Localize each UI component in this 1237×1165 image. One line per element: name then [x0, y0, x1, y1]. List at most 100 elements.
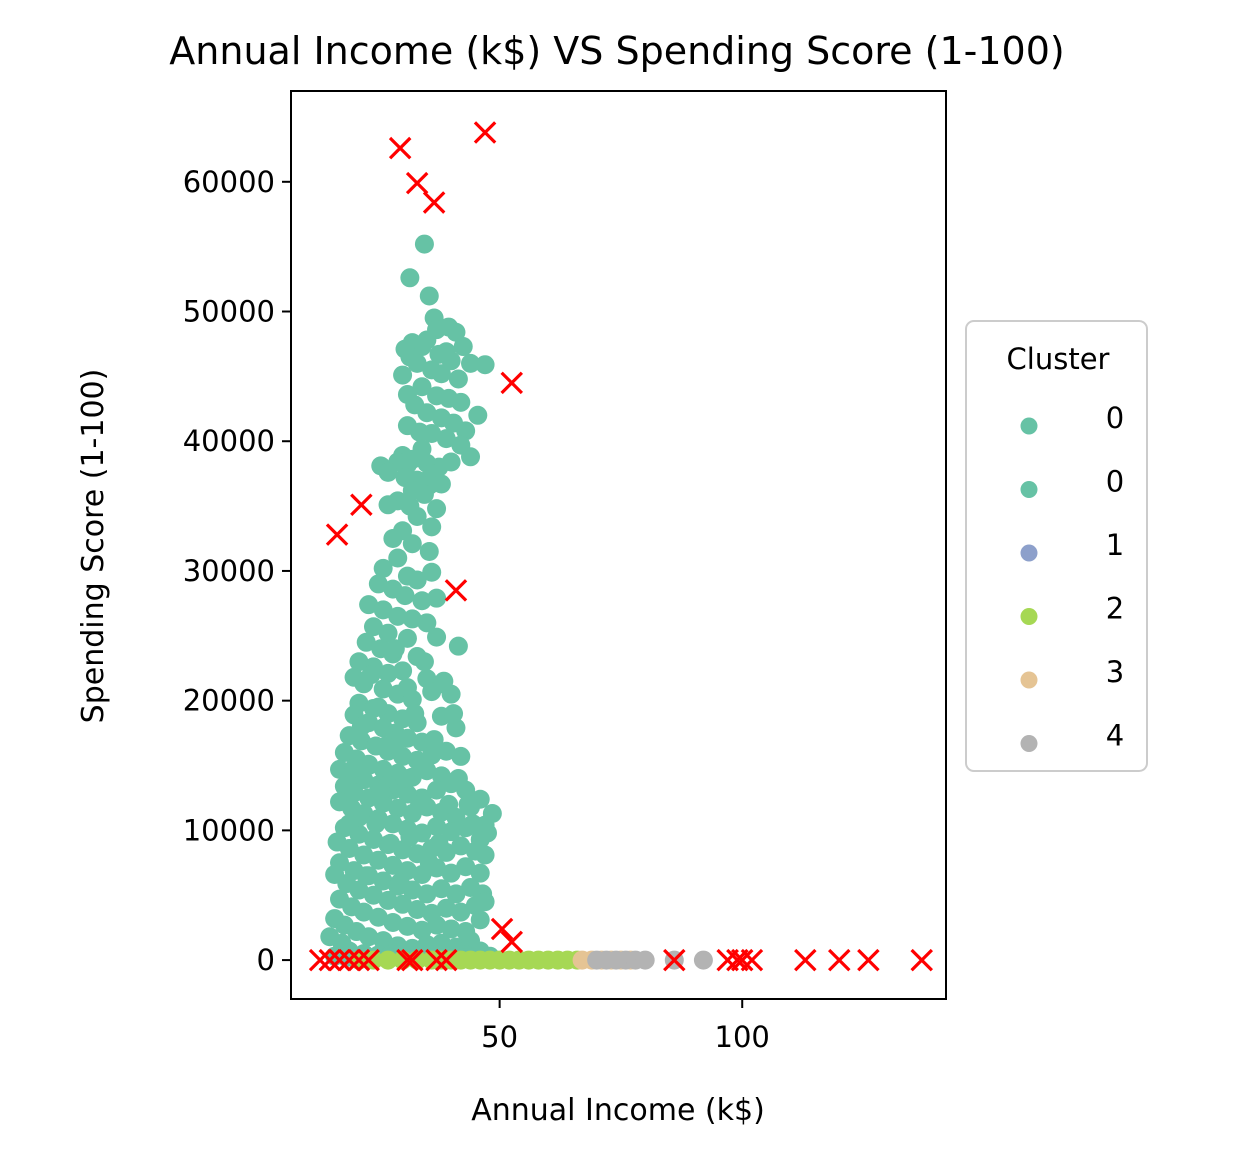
cluster-0-point: [417, 613, 437, 633]
cluster-0-point: [390, 872, 410, 892]
cluster-0-point: [422, 517, 442, 537]
cluster-0-point: [407, 570, 427, 590]
cluster-0-point: [448, 768, 468, 788]
cluster-0-point: [446, 322, 466, 342]
cluster-0-point: [478, 823, 497, 843]
cluster-0-point: [436, 741, 456, 761]
cluster-0-point: [383, 814, 403, 834]
cluster-0-point: [378, 462, 398, 482]
legend-item: 0: [1020, 465, 1124, 499]
cluster-0-point: [456, 421, 476, 441]
cluster-0-point: [451, 836, 471, 856]
cluster-0-point: [380, 833, 400, 853]
cluster-0-point: [446, 884, 466, 904]
cluster-0-point: [395, 586, 415, 606]
cluster-0-point: [412, 920, 432, 940]
cluster-0-point: [407, 353, 427, 373]
cluster-0-point: [393, 894, 413, 914]
outlier-point: [337, 948, 361, 972]
legend-label: 4: [1106, 719, 1124, 753]
cluster-0-point: [368, 697, 388, 717]
cluster-0-point: [359, 756, 379, 776]
cluster-0-point: [414, 652, 434, 672]
outlier-point: [325, 523, 349, 546]
cluster-0-point: [439, 794, 459, 814]
outlier-point: [726, 948, 749, 972]
cluster-0-point: [356, 632, 376, 652]
cluster-0-point: [414, 234, 434, 254]
y-tick-label: 40000: [183, 424, 275, 458]
cluster-0-point: [412, 591, 432, 611]
outlier-point: [396, 948, 419, 972]
cluster-0-point: [373, 871, 393, 891]
series-outliers-4: [308, 121, 934, 972]
x-axis-label: Annual Income (k$): [471, 1093, 765, 1128]
cluster-0-point: [417, 884, 437, 904]
cluster-0-point: [468, 405, 488, 425]
cluster-0-point: [441, 452, 461, 472]
outlier-point: [910, 948, 934, 972]
outlier-point: [740, 948, 764, 972]
cluster-0-point: [414, 484, 434, 504]
cluster-0-point: [349, 652, 369, 672]
y-tick-label: 10000: [183, 813, 275, 847]
cluster-0-point: [349, 880, 369, 900]
outlier-point: [401, 948, 424, 972]
cluster-4-point: [693, 950, 713, 970]
cluster-0-point: [417, 761, 437, 781]
cluster-0-point: [427, 816, 447, 836]
cluster-0-point: [461, 353, 481, 373]
legend-marker: [1020, 417, 1038, 435]
y-axis-label: Spending Score (1-100): [76, 369, 111, 724]
cluster-0-point: [363, 885, 383, 905]
cluster-0-point: [378, 495, 398, 515]
outlier-point: [350, 493, 373, 517]
cluster-0-point: [419, 853, 439, 873]
axes: 0 10000 20000 30000 40000 50000 60000 50 100: [183, 90, 947, 1054]
cluster-0-point: [388, 798, 408, 818]
y-tick-label: 60000: [183, 165, 275, 199]
cluster-0-point: [405, 704, 425, 724]
cluster-0-point: [376, 736, 396, 756]
outlier-point: [500, 371, 524, 395]
legend-marker: [1020, 735, 1038, 752]
cluster-0-point: [339, 839, 359, 859]
cluster-0-point: [448, 369, 468, 389]
cluster-0-point: [373, 931, 393, 951]
cluster-0-point: [451, 902, 471, 922]
cluster-0-point: [410, 794, 430, 814]
cluster-0-point: [383, 912, 403, 932]
cluster-0-point: [378, 890, 398, 910]
cluster-0-point: [475, 355, 495, 375]
legend-marker: [1020, 544, 1038, 562]
cluster-0-point: [373, 600, 393, 620]
cluster-0-point: [383, 529, 403, 549]
cluster-2-point: [378, 950, 398, 970]
outlier-point: [827, 948, 851, 972]
cluster-0-point: [383, 855, 403, 875]
outlier-point: [357, 948, 380, 972]
cluster-0-point: [393, 365, 413, 385]
legend-item: 3: [1020, 655, 1124, 689]
cluster-0-point: [436, 898, 456, 918]
cluster-0-point: [427, 499, 447, 519]
cluster-0-point: [373, 558, 393, 578]
cluster-0-point: [419, 541, 439, 561]
cluster-2-point: [363, 950, 383, 970]
y-tick-label: 0: [257, 943, 275, 977]
cluster-0-point: [431, 364, 451, 384]
cluster-0-point: [385, 639, 405, 659]
y-tick-label: 20000: [183, 684, 275, 718]
legend-marker: [1020, 608, 1038, 625]
cluster-0-point: [470, 910, 490, 930]
cluster-0-point: [441, 863, 461, 883]
cluster-0-point: [451, 392, 471, 412]
cluster-0-point: [397, 916, 417, 936]
outlier-point: [328, 948, 351, 972]
cluster-0-point: [397, 678, 417, 698]
legend-box: [965, 320, 1148, 772]
y-tick-label: 50000: [183, 295, 275, 329]
cluster-0-point: [422, 745, 442, 765]
legend-label: 2: [1106, 592, 1124, 626]
